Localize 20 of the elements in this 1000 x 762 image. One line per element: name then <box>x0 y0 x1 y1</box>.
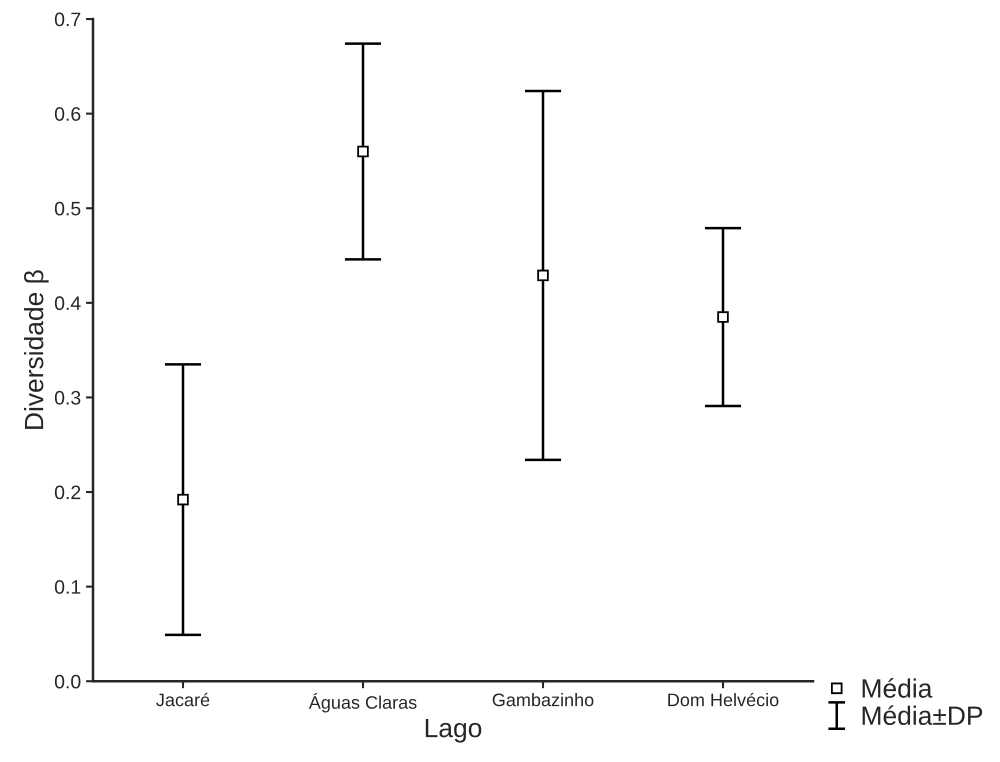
y-tick-label: 0.4 <box>54 296 81 310</box>
x-axis-title: Lago <box>426 718 482 743</box>
x-tick-label: Águas Claras <box>308 693 417 712</box>
y-tick-label: 0.7 <box>54 12 80 26</box>
y-tick-label: 0.1 <box>54 580 80 594</box>
y-axis-title: Diversidade β <box>24 270 49 429</box>
point <box>177 494 189 506</box>
point <box>537 270 549 282</box>
y-tick-label: 0.6 <box>54 107 80 121</box>
y-tick-label: 0.5 <box>54 202 80 216</box>
y-tick-label: 0.2 <box>54 486 80 500</box>
x-tick-label: Gambazinho <box>492 693 594 706</box>
y-tick-label: 0.0 <box>54 674 80 688</box>
point <box>717 311 729 323</box>
point <box>357 146 369 158</box>
text: Média±DP <box>862 705 982 726</box>
x-tick-label: Dom Helvécio <box>668 692 778 706</box>
x-tick-label: Jacaré <box>156 692 210 706</box>
y-tick-label: 0.3 <box>54 390 80 405</box>
legend-label: Média <box>862 678 932 698</box>
